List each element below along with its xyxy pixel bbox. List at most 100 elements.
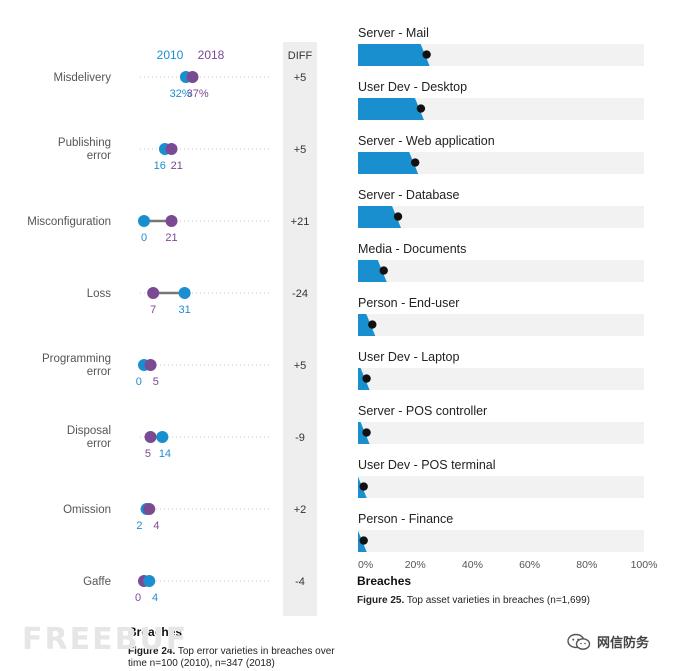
diff-value: +5 bbox=[294, 144, 307, 156]
value-label-2018: 21 bbox=[165, 232, 177, 244]
value-label-2018: 0 bbox=[135, 592, 141, 604]
value-label-2018: 37% bbox=[187, 88, 209, 100]
bar-track bbox=[358, 152, 644, 174]
bar-track bbox=[358, 260, 644, 282]
bar-track bbox=[358, 98, 644, 120]
bar-track bbox=[358, 206, 644, 228]
value-label-2010: 4 bbox=[152, 592, 158, 604]
value-label-2018: 5 bbox=[145, 448, 151, 460]
diff-value: +2 bbox=[294, 504, 307, 516]
value-label-2018: 7 bbox=[150, 304, 156, 316]
legend-2010: 2010 bbox=[157, 48, 184, 62]
bar-category-label: Media - Documents bbox=[358, 242, 466, 256]
value-label-2010: 0 bbox=[136, 376, 142, 388]
x-tick-label: 40% bbox=[462, 559, 483, 571]
diff-value: +5 bbox=[294, 360, 307, 372]
category-label: Loss bbox=[87, 288, 112, 300]
figure-24-caption-text: Top error varieties in breaches over tim… bbox=[128, 646, 335, 669]
x-tick-label: 60% bbox=[519, 559, 540, 571]
bar-category-label: Server - POS controller bbox=[358, 404, 487, 418]
bar-track bbox=[358, 314, 644, 336]
point-2018 bbox=[165, 215, 178, 227]
diff-value: +5 bbox=[294, 72, 307, 84]
category-label: Misdelivery bbox=[53, 72, 111, 84]
bar-category-label: Server - Database bbox=[358, 188, 459, 202]
bar-point bbox=[368, 320, 377, 329]
value-label-2018: 21 bbox=[171, 160, 183, 172]
value-label-2010: 0 bbox=[141, 232, 147, 244]
category-label: error bbox=[87, 150, 111, 162]
category-label: Programming bbox=[42, 353, 111, 365]
bar-category-label: Server - Mail bbox=[358, 26, 429, 40]
x-tick-label: 80% bbox=[576, 559, 597, 571]
bar-category-label: Server - Web application bbox=[358, 134, 495, 148]
bar-track bbox=[358, 422, 644, 444]
bar-point bbox=[359, 482, 368, 491]
figure-25-caption-text: Top asset varieties in breaches (n=1,699… bbox=[404, 595, 591, 606]
freebuf-watermark: FREEBUF bbox=[22, 622, 189, 657]
point-2018 bbox=[147, 287, 160, 299]
point-2018 bbox=[143, 503, 156, 515]
figure-24-axis-title: Breaches bbox=[128, 625, 183, 639]
category-label: Gaffe bbox=[83, 576, 111, 588]
diff-value: -4 bbox=[295, 576, 305, 588]
figure-24-caption: Figure 24. Top error varieties in breach… bbox=[128, 646, 343, 670]
brand-label: 网信防务 bbox=[597, 636, 650, 651]
bar-category-label: User Dev - Laptop bbox=[358, 350, 459, 364]
bar-fill bbox=[358, 206, 402, 228]
x-tick-label: 20% bbox=[405, 559, 426, 571]
bar-point bbox=[411, 158, 420, 167]
figure-24-caption-bold: Figure 24. bbox=[128, 646, 176, 657]
diff-value: -9 bbox=[295, 432, 305, 444]
value-label-2010: 32% bbox=[170, 88, 192, 100]
value-label-2010: 16 bbox=[154, 160, 166, 172]
figure-24-dumbbell-chart: DIFF 2010 2018 Misdelivery 32%37% +5 Publishin… bbox=[27, 42, 317, 616]
bar-point bbox=[422, 50, 431, 59]
point-2010 bbox=[156, 431, 169, 443]
category-label: Misconfiguration bbox=[27, 216, 111, 228]
point-2018 bbox=[186, 71, 199, 83]
point-2018 bbox=[165, 143, 178, 155]
bar-point bbox=[362, 428, 371, 437]
value-label-2010: 2 bbox=[136, 520, 142, 532]
category-label: error bbox=[87, 438, 111, 450]
category-label: Omission bbox=[63, 504, 111, 516]
legend-2018: 2018 bbox=[198, 48, 225, 62]
x-tick-label: 100% bbox=[631, 559, 658, 571]
point-2010 bbox=[138, 215, 150, 227]
category-label: error bbox=[87, 366, 111, 378]
bar-category-label: Person - End-user bbox=[358, 296, 459, 310]
x-tick-label: 0% bbox=[358, 559, 373, 571]
bar-category-label: User Dev - POS terminal bbox=[358, 458, 496, 472]
bar-track bbox=[358, 368, 644, 390]
diff-header: DIFF bbox=[288, 50, 313, 62]
value-label-2018: 4 bbox=[153, 520, 159, 532]
diff-value: +21 bbox=[291, 216, 310, 228]
figure-25-caption-bold: Figure 25. bbox=[357, 595, 405, 606]
brand-badge: 网信防务 bbox=[567, 632, 649, 651]
bar-fill bbox=[358, 314, 376, 336]
bar-fill bbox=[358, 44, 430, 66]
point-2010 bbox=[143, 575, 156, 587]
point-2018 bbox=[144, 359, 157, 371]
value-label-2018: 5 bbox=[153, 376, 159, 388]
bar-fill bbox=[358, 98, 424, 120]
bar-point bbox=[359, 536, 368, 545]
bar-category-label: Person - Finance bbox=[358, 512, 453, 526]
bar-fill bbox=[358, 260, 387, 282]
bar-point bbox=[416, 104, 426, 113]
point-2018 bbox=[144, 431, 157, 443]
wechat-icon bbox=[567, 633, 591, 651]
bar-track bbox=[358, 530, 644, 552]
value-label-2010: 31 bbox=[178, 304, 190, 316]
diff-column-band bbox=[283, 42, 317, 616]
category-label: Disposal bbox=[67, 425, 111, 437]
category-label: Publishing bbox=[58, 137, 111, 149]
bar-point bbox=[379, 266, 388, 275]
point-2010 bbox=[178, 287, 191, 299]
bar-point bbox=[362, 374, 371, 383]
bar-track bbox=[358, 44, 644, 66]
figure-25-axis-title: Breaches bbox=[357, 574, 412, 588]
figure-25-bar-chart: Server - Mail User Dev - Desktop Server - … bbox=[357, 26, 658, 571]
diff-value: -24 bbox=[292, 288, 308, 300]
